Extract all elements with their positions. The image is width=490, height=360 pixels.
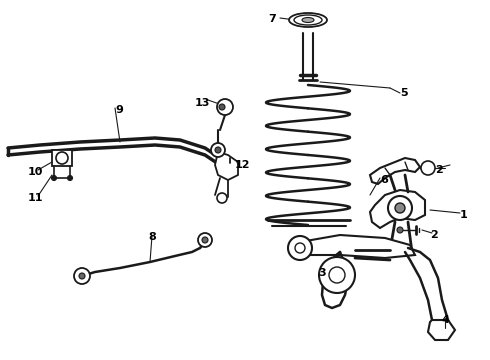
Circle shape — [421, 161, 435, 175]
Circle shape — [319, 257, 355, 293]
Polygon shape — [52, 150, 72, 166]
Circle shape — [219, 104, 225, 110]
Circle shape — [56, 152, 68, 164]
Polygon shape — [370, 190, 425, 228]
Text: 2: 2 — [435, 165, 443, 175]
Text: 3: 3 — [318, 268, 326, 278]
Polygon shape — [370, 158, 420, 184]
Text: 8: 8 — [148, 232, 156, 242]
Circle shape — [211, 143, 225, 157]
Polygon shape — [428, 320, 455, 340]
Text: 4: 4 — [442, 315, 450, 325]
Ellipse shape — [289, 13, 327, 27]
Text: 10: 10 — [28, 167, 44, 177]
Text: 9: 9 — [115, 105, 123, 115]
Circle shape — [288, 236, 312, 260]
Text: 11: 11 — [28, 193, 44, 203]
Circle shape — [74, 268, 90, 284]
Circle shape — [202, 237, 208, 243]
Circle shape — [215, 147, 221, 153]
Circle shape — [217, 99, 233, 115]
Text: 6: 6 — [380, 175, 388, 185]
Polygon shape — [215, 152, 238, 180]
Circle shape — [217, 193, 227, 203]
Text: 2: 2 — [430, 230, 438, 240]
Text: 5: 5 — [400, 88, 408, 98]
Circle shape — [198, 233, 212, 247]
Circle shape — [397, 227, 403, 233]
Text: 13: 13 — [195, 98, 210, 108]
Ellipse shape — [302, 18, 314, 23]
Circle shape — [388, 196, 412, 220]
Text: 1: 1 — [460, 210, 468, 220]
Circle shape — [395, 203, 405, 213]
Text: 12: 12 — [235, 160, 250, 170]
Text: 7: 7 — [268, 14, 276, 24]
Circle shape — [51, 176, 56, 180]
Polygon shape — [300, 235, 415, 258]
Circle shape — [68, 176, 73, 180]
Circle shape — [79, 273, 85, 279]
